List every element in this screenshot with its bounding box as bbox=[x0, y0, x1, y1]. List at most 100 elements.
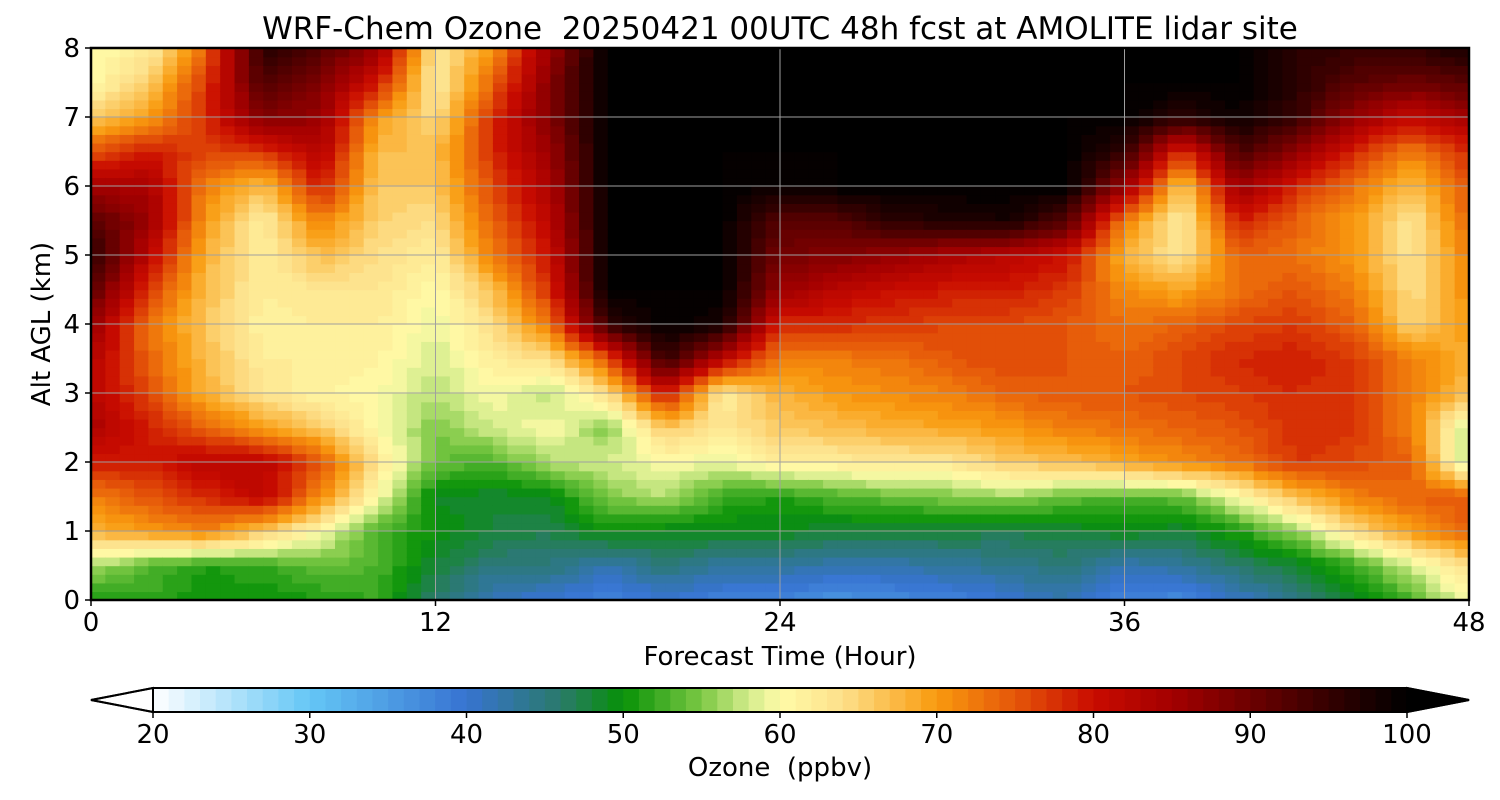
heatmap-cell bbox=[1167, 280, 1183, 291]
heatmap-cell bbox=[363, 220, 379, 230]
heatmap-cell bbox=[464, 582, 480, 593]
heatmap-cell bbox=[1153, 539, 1169, 549]
heatmap-cell bbox=[722, 160, 738, 170]
heatmap-cell bbox=[837, 82, 853, 92]
heatmap-cell bbox=[263, 186, 279, 196]
heatmap-cell bbox=[837, 375, 853, 386]
heatmap-cell bbox=[966, 280, 982, 291]
heatmap-cell bbox=[751, 349, 767, 360]
heatmap-cell bbox=[636, 134, 652, 144]
heatmap-cell bbox=[966, 410, 982, 420]
heatmap-cell bbox=[105, 418, 121, 429]
heatmap-cell bbox=[449, 436, 465, 446]
heatmap-cell bbox=[1009, 548, 1025, 558]
heatmap-cell bbox=[722, 151, 738, 161]
heatmap-cell bbox=[751, 246, 767, 256]
heatmap-cell bbox=[1110, 574, 1126, 584]
heatmap-cell bbox=[894, 462, 910, 472]
heatmap-cell bbox=[105, 82, 121, 92]
heatmap-cell bbox=[1067, 203, 1083, 213]
heatmap-cell bbox=[923, 574, 939, 584]
heatmap-cell bbox=[1167, 375, 1183, 386]
heatmap-cell bbox=[220, 556, 236, 567]
heatmap-cell bbox=[435, 548, 451, 558]
heatmap-cell bbox=[421, 263, 437, 273]
heatmap-cell bbox=[220, 194, 236, 204]
heatmap-cell bbox=[1067, 462, 1083, 472]
heatmap-cell bbox=[866, 401, 882, 411]
heatmap-cell bbox=[335, 289, 351, 299]
heatmap-cell bbox=[579, 384, 595, 394]
heatmap-cell bbox=[751, 56, 767, 66]
heatmap-cell bbox=[248, 73, 264, 84]
heatmap-cell bbox=[234, 444, 250, 455]
heatmap-cell bbox=[952, 280, 968, 291]
heatmap-cell bbox=[808, 151, 824, 161]
heatmap-cell bbox=[564, 203, 580, 213]
heatmap-cell bbox=[406, 134, 422, 144]
heatmap-cell bbox=[105, 453, 121, 463]
heatmap-cell bbox=[564, 280, 580, 291]
heatmap-cell bbox=[765, 203, 781, 213]
heatmap-cell bbox=[995, 237, 1011, 248]
heatmap-cell bbox=[1153, 229, 1169, 239]
heatmap-cell bbox=[335, 453, 351, 463]
heatmap-cell bbox=[665, 375, 681, 386]
heatmap-cell bbox=[650, 496, 666, 506]
heatmap-cell bbox=[751, 505, 767, 515]
heatmap-cell bbox=[220, 73, 236, 84]
heatmap-cell bbox=[105, 556, 121, 567]
heatmap-cell bbox=[291, 539, 308, 549]
heatmap-cell bbox=[736, 539, 752, 549]
heatmap-cell bbox=[722, 298, 738, 308]
heatmap-cell bbox=[392, 186, 408, 196]
heatmap-cell bbox=[636, 444, 652, 455]
heatmap-cell bbox=[866, 48, 882, 58]
heatmap-cell bbox=[435, 298, 451, 308]
heatmap-cell bbox=[593, 65, 609, 75]
heatmap-cell bbox=[191, 505, 207, 515]
heatmap-cell bbox=[866, 99, 882, 110]
heatmap-cell bbox=[851, 556, 867, 567]
heatmap-cell bbox=[1124, 539, 1140, 549]
heatmap-cell bbox=[851, 496, 867, 506]
heatmap-cell bbox=[780, 298, 796, 308]
heatmap-cell bbox=[406, 255, 422, 265]
heatmap-cell bbox=[263, 82, 279, 92]
heatmap-cell bbox=[866, 375, 882, 386]
heatmap-cell bbox=[248, 496, 264, 506]
heatmap-cell bbox=[191, 168, 207, 179]
heatmap-cell bbox=[320, 108, 336, 118]
heatmap-cell bbox=[794, 582, 810, 593]
heatmap-cell bbox=[1024, 522, 1040, 532]
heatmap-cell bbox=[808, 487, 824, 498]
heatmap-cell bbox=[966, 444, 982, 455]
heatmap-cell bbox=[277, 160, 293, 170]
heatmap-cell bbox=[1038, 91, 1054, 101]
heatmap-cell bbox=[535, 73, 552, 84]
heatmap-cell bbox=[263, 168, 279, 179]
heatmap-cell bbox=[205, 91, 221, 101]
heatmap-cell bbox=[550, 574, 566, 584]
heatmap-cell bbox=[751, 367, 767, 377]
heatmap-cell bbox=[937, 99, 953, 110]
heatmap-cell bbox=[363, 298, 379, 308]
heatmap-cell bbox=[966, 487, 982, 498]
heatmap-cell bbox=[1038, 531, 1054, 541]
heatmap-cell bbox=[1167, 367, 1183, 377]
heatmap-cell bbox=[205, 211, 221, 222]
heatmap-cell bbox=[349, 565, 365, 575]
heatmap-cell bbox=[392, 341, 408, 351]
heatmap-cell bbox=[378, 289, 394, 299]
heatmap-cell bbox=[521, 324, 537, 334]
heatmap-cell bbox=[464, 513, 480, 524]
heatmap-cell bbox=[550, 125, 566, 135]
heatmap-cell bbox=[1181, 358, 1197, 368]
heatmap-cell bbox=[866, 341, 882, 351]
heatmap-cell bbox=[148, 522, 164, 532]
heatmap-cell bbox=[320, 427, 336, 437]
heatmap-cell bbox=[406, 565, 422, 575]
heatmap-cell bbox=[378, 556, 394, 567]
heatmap-cell bbox=[464, 574, 480, 584]
heatmap-cell bbox=[105, 108, 121, 118]
